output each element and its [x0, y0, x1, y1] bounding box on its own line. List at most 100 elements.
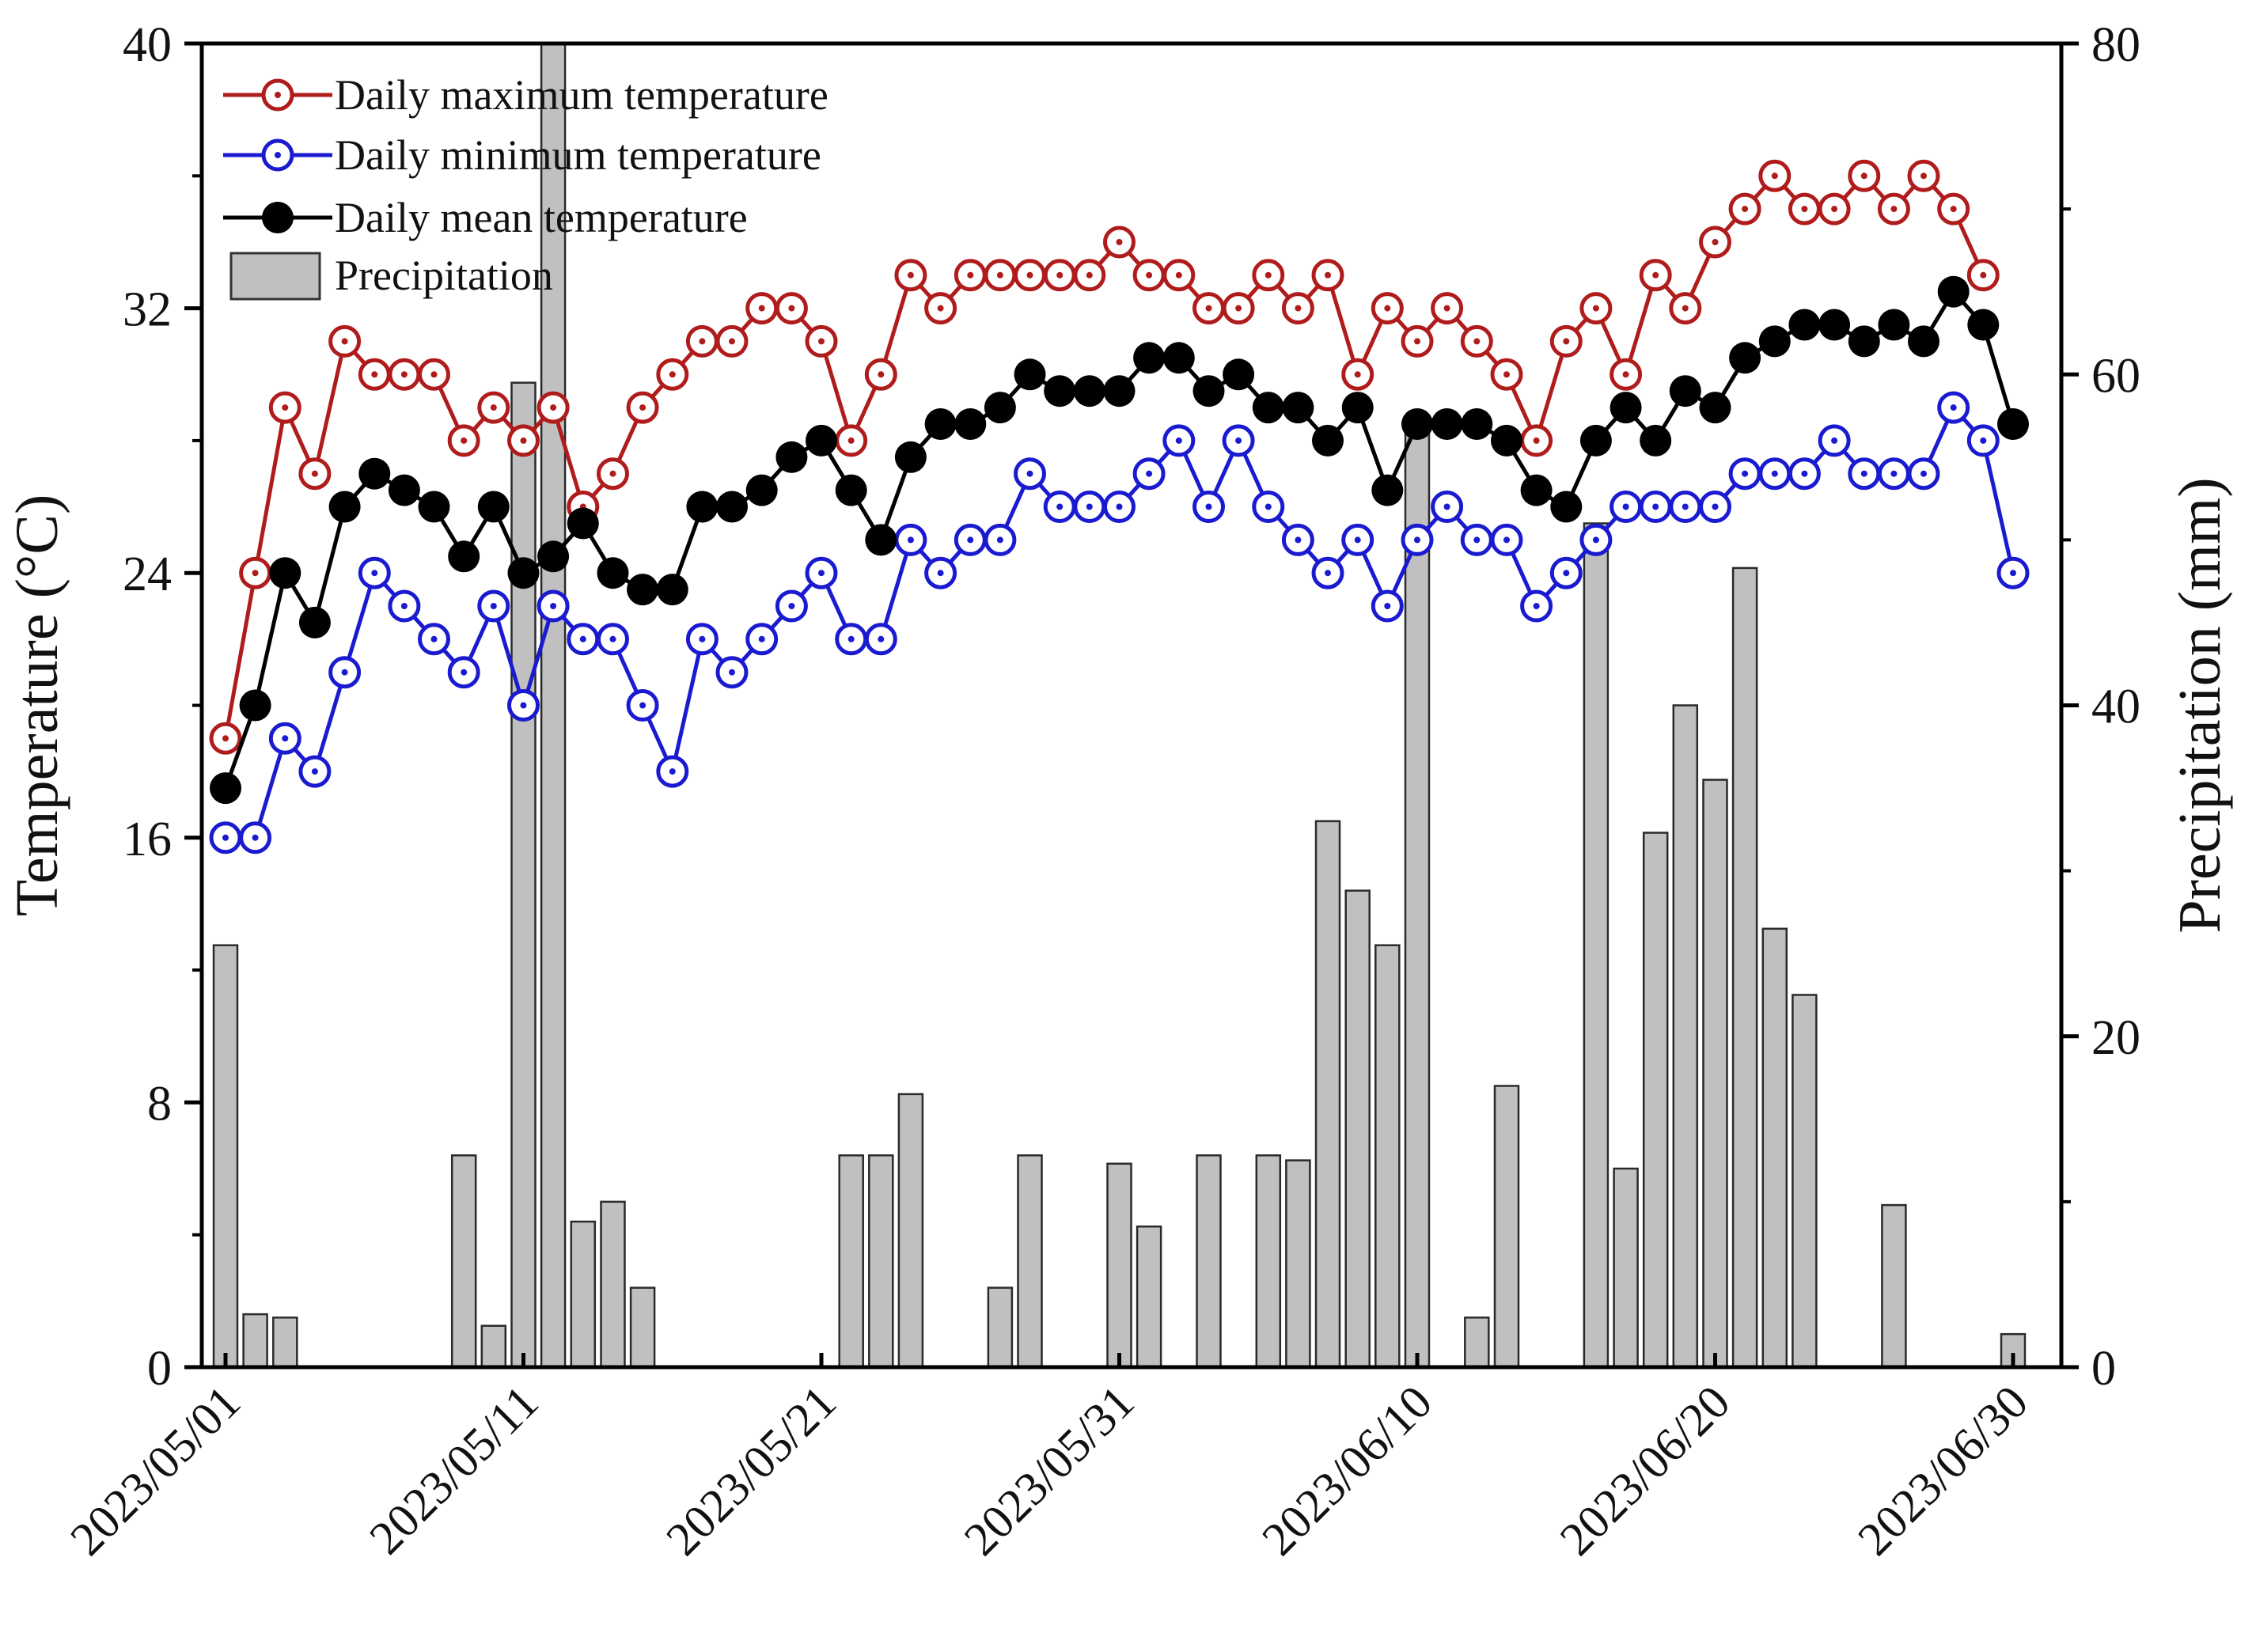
point-center-dot: [967, 271, 974, 278]
point-mean-temperature: [1520, 474, 1553, 506]
point-min-temperature: [1788, 457, 1821, 491]
point-center-dot: [520, 702, 527, 709]
point-center-dot: [788, 603, 795, 609]
point-min-temperature: [597, 623, 629, 656]
point-max-temperature: [626, 391, 659, 424]
point-center-dot: [1742, 206, 1749, 213]
point-max-temperature: [1132, 259, 1166, 292]
point-center-dot: [550, 404, 557, 411]
point-mean-temperature: [1341, 392, 1374, 424]
point-center-dot: [907, 536, 914, 544]
precipitation-bar: [1731, 566, 1758, 1369]
point-center-dot: [758, 635, 765, 642]
point-center-dot: [400, 603, 408, 609]
left-tick-label: 32: [123, 283, 172, 337]
point-center-dot: [341, 669, 348, 676]
point-center-dot: [1056, 503, 1064, 510]
point-mean-temperature: [507, 557, 540, 589]
point-mean-temperature: [1312, 424, 1344, 457]
precipitation-bar: [1792, 994, 1818, 1369]
point-mean-temperature: [1401, 408, 1433, 440]
point-center-dot: [1295, 305, 1302, 312]
left-tick-label: 0: [147, 1342, 172, 1396]
point-center-dot: [788, 305, 795, 312]
point-min-temperature: [268, 722, 301, 755]
point-center-dot: [1354, 536, 1361, 544]
point-center-dot: [1473, 338, 1481, 345]
point-center-dot: [1801, 206, 1808, 213]
point-center-dot: [490, 603, 497, 609]
point-mean-temperature: [1431, 408, 1463, 440]
point-min-temperature: [1877, 457, 1910, 491]
precipitation-bar: [1672, 704, 1699, 1369]
precipitation-bar: [838, 1154, 864, 1369]
point-max-temperature: [418, 358, 450, 391]
point-mean-temperature: [1848, 325, 1880, 358]
point-mean-temperature: [358, 457, 391, 490]
point-min-temperature: [1460, 523, 1493, 556]
point-mean-temperature: [1133, 342, 1166, 374]
point-min-temperature: [835, 623, 868, 656]
point-center-dot: [847, 635, 855, 642]
point-mean-temperature: [239, 689, 271, 722]
point-max-temperature: [1073, 259, 1106, 292]
point-max-temperature: [1549, 324, 1583, 358]
point-max-temperature: [1311, 259, 1344, 292]
point-max-temperature: [597, 457, 629, 491]
point-max-temperature: [328, 324, 362, 358]
point-min-temperature: [209, 821, 242, 854]
point-max-temperature: [1222, 292, 1255, 325]
point-mean-temperature: [894, 441, 927, 473]
point-mean-temperature: [1491, 424, 1522, 457]
point-min-temperature: [1937, 391, 1970, 424]
precipitation-bar: [1702, 779, 1728, 1369]
precipitation-bar: [1255, 1154, 1282, 1369]
point-max-temperature: [954, 259, 987, 292]
point-mean-temperature: [1908, 325, 1939, 358]
point-mean-temperature: [835, 474, 867, 506]
point-center-dot: [490, 404, 497, 411]
point-center-dot: [1264, 503, 1272, 510]
point-min-temperature: [1132, 457, 1166, 491]
point-mean-temperature: [1044, 375, 1076, 407]
point-mean-temperature: [984, 392, 1016, 424]
point-max-temperature: [656, 358, 689, 391]
point-max-temperature: [1520, 424, 1553, 457]
point-min-temperature: [1818, 424, 1851, 457]
point-mean-temperature: [1073, 375, 1105, 407]
point-min-temperature: [1162, 424, 1196, 457]
point-max-temperature: [984, 259, 1017, 292]
point-max-temperature: [775, 292, 808, 325]
point-mean-temperature: [1937, 275, 1970, 308]
precipitation-bar: [629, 1286, 656, 1369]
point-mean-temperature: [1550, 491, 1583, 523]
point-max-temperature: [239, 556, 272, 589]
point-min-temperature: [1043, 491, 1076, 523]
point-mean-temperature: [1758, 325, 1791, 358]
point-center-dot: [1414, 536, 1420, 544]
point-center-dot: [1801, 470, 1808, 477]
point-mean-temperature: [298, 606, 331, 638]
point-min-temperature: [715, 656, 749, 689]
precipitation-bar: [1761, 927, 1788, 1369]
point-center-dot: [1563, 338, 1570, 345]
legend-entry-mean: Daily mean temperature: [223, 194, 748, 241]
point-min-temperature: [1490, 523, 1523, 556]
point-min-temperature: [418, 623, 450, 656]
precipitation-bar: [1464, 1317, 1490, 1369]
point-min-temperature: [1520, 589, 1553, 623]
legend-label-min: Daily minimum temperature: [335, 131, 821, 179]
point-mean-temperature: [627, 574, 659, 606]
point-center-dot: [1533, 603, 1540, 609]
point-mean-temperature: [656, 574, 688, 606]
point-mean-temperature: [806, 424, 837, 457]
point-center-dot: [1890, 206, 1898, 213]
point-min-temperature: [1311, 556, 1344, 589]
point-center-dot: [1622, 503, 1629, 510]
point-center-dot: [669, 768, 676, 775]
point-max-temperature: [894, 259, 927, 292]
precipitation-bar: [868, 1154, 894, 1369]
point-center-dot: [729, 338, 735, 345]
point-mean-temperature: [1610, 392, 1642, 424]
point-center-dot: [729, 669, 735, 676]
